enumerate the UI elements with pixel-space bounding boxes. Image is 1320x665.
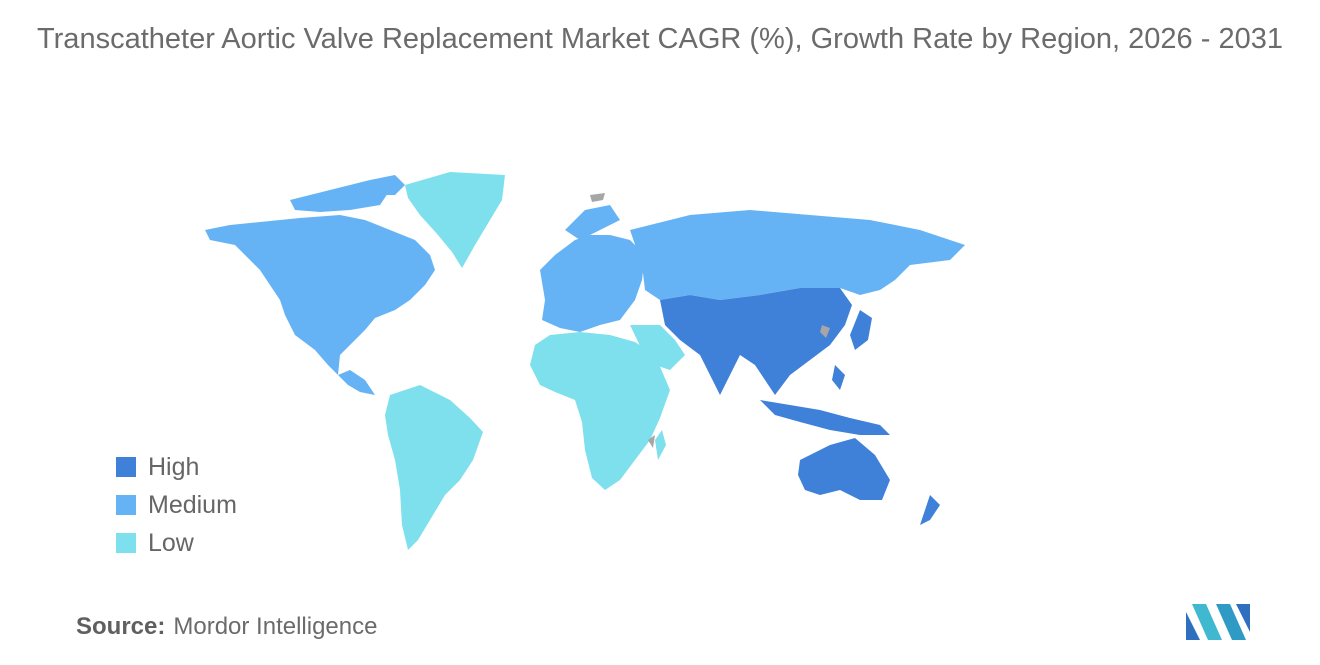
- region-middle-east: [630, 325, 685, 370]
- source-value: Mordor Intelligence: [173, 613, 378, 640]
- legend-item-low: Low: [116, 524, 237, 562]
- region-europe: [540, 205, 645, 332]
- legend-swatch-medium: [116, 495, 136, 515]
- legend-swatch-high: [116, 457, 136, 477]
- mordor-intelligence-logo: [1186, 604, 1250, 640]
- source-line: Source: Mordor Intelligence: [76, 613, 377, 641]
- region-greenland: [405, 172, 505, 268]
- source-label: Source:: [76, 613, 166, 640]
- region-asia-pacific: [660, 288, 890, 435]
- legend-label-high: High: [148, 452, 200, 481]
- legend-label-low: Low: [148, 528, 194, 557]
- legend-label-medium: Medium: [148, 490, 237, 519]
- legend-item-medium: Medium: [116, 486, 237, 524]
- region-south-america: [385, 385, 483, 550]
- region-africa: [530, 332, 670, 490]
- legend-swatch-low: [116, 533, 136, 553]
- region-russia: [630, 210, 965, 300]
- region-australia-new-zealand: [798, 438, 940, 525]
- legend: High Medium Low: [116, 448, 237, 562]
- chart-title: Transcatheter Aortic Valve Replacement M…: [37, 23, 1283, 55]
- world-map: [205, 172, 965, 550]
- region-no-data: [590, 193, 830, 448]
- region-north-america: [205, 175, 435, 395]
- legend-item-high: High: [116, 448, 237, 486]
